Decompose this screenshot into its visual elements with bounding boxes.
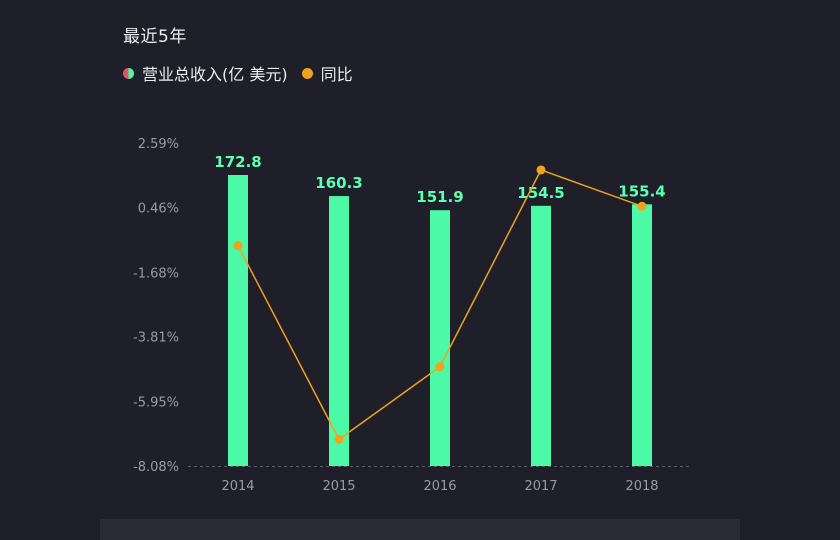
x-tick-label: 2015: [322, 479, 355, 494]
y-tick-label: -5.95%: [133, 396, 179, 411]
bar-value-label: 172.8: [214, 153, 261, 171]
yoy-point: [334, 434, 344, 444]
y-tick-label: -3.81%: [133, 331, 179, 346]
y-tick-label: 0.46%: [138, 201, 179, 216]
y-tick-label: -8.08%: [133, 460, 179, 475]
legend-revenue-label: 营业总收入(亿 美元): [142, 65, 288, 84]
bar-value-label: 154.5: [517, 184, 564, 202]
legend-item-yoy[interactable]: 同比: [301, 61, 353, 85]
y-tick-label: 2.59%: [138, 137, 179, 152]
chart-title: 最近5年: [123, 27, 187, 47]
revenue-bar: [430, 210, 450, 466]
y-tick-label: -1.68%: [133, 266, 179, 281]
x-tick-label: 2016: [423, 479, 456, 494]
x-tick-label: 2018: [625, 479, 658, 494]
yoy-point: [637, 201, 647, 211]
revenue-bar: [531, 205, 551, 467]
yoy-legend-marker-icon: [301, 67, 313, 79]
revenue-bar: [329, 196, 349, 466]
revenue-legend-marker-icon: [123, 67, 134, 79]
revenue-bar: [632, 204, 652, 467]
yoy-point: [233, 241, 243, 251]
bar-value-label: 151.9: [416, 188, 463, 206]
x-tick-label: 2017: [524, 479, 557, 494]
revenue-bar: [228, 175, 248, 466]
chart-legend: 营业总收入(亿 美元) 同比: [123, 60, 353, 86]
bar-value-label: 155.4: [618, 182, 665, 200]
legend-item-revenue[interactable]: 营业总收入(亿 美元): [123, 61, 288, 85]
bar-value-label: 160.3: [315, 174, 362, 192]
yoy-point: [435, 362, 445, 372]
legend-yoy-label: 同比: [320, 65, 353, 84]
x-tick-label: 2014: [221, 479, 254, 494]
yoy-point: [536, 165, 546, 175]
bottom-panel-edge: [100, 519, 740, 540]
